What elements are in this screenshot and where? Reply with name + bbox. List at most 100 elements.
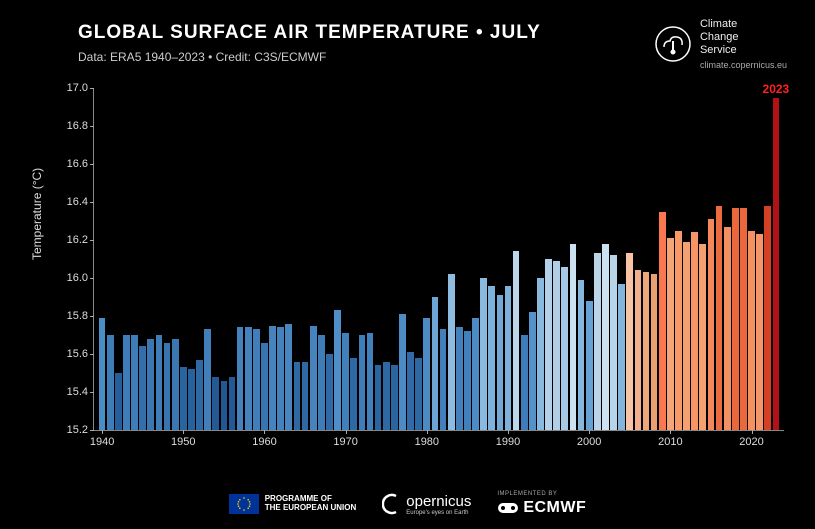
bar [253,329,260,430]
bar [561,267,568,430]
bar [407,352,414,430]
ecmwf-text: ECMWF [523,499,586,517]
y-tick-label: 16.8 [67,120,88,132]
bar [553,261,560,430]
bar [594,253,601,430]
bar [342,333,349,430]
ecmwf-logo-block: IMPLEMENTED BY ECMWF [497,491,586,517]
bar [578,280,585,430]
bar [716,206,723,430]
bar [99,318,106,430]
bar [480,278,487,430]
eu-text-line2: THE EUROPEAN UNION [265,504,357,513]
bar [294,362,301,430]
bar [764,206,771,430]
bar [732,208,739,430]
bar [383,362,390,430]
x-tick-label: 1980 [415,436,439,448]
x-tick-label: 1990 [496,436,520,448]
chart-title: GLOBAL SURFACE AIR TEMPERATURE • JULY [78,22,541,44]
climate-change-service-logo: Climate Change Service climate.copernicu… [654,18,787,70]
y-tick-label: 16.4 [67,196,88,208]
y-axis-label: Temperature (°C) [30,168,44,260]
bar [618,284,625,430]
bar [229,377,236,430]
bar [472,318,479,430]
copernicus-name: opernicus [406,493,471,510]
bars-container: 2023 [94,88,784,430]
bar [415,358,422,430]
bar [464,331,471,430]
bar [188,369,195,430]
copernicus-icon [382,492,400,516]
bar [708,219,715,430]
bar [643,272,650,430]
y-tick-label: 15.2 [67,424,88,436]
bar [586,301,593,430]
bar [432,297,439,430]
bar [699,244,706,430]
ccs-text-line2: Change [700,31,787,44]
chart-subtitle: Data: ERA5 1940–2023 • Credit: C3S/ECMWF [78,50,541,64]
bar [147,339,154,430]
bar [667,238,674,430]
bar [204,329,211,430]
bar [131,335,138,430]
bar [683,242,690,430]
chart-plot-area: 15.215.415.615.816.016.216.416.616.817.0… [94,88,784,430]
implemented-by-label: IMPLEMENTED BY [497,491,557,497]
bar [448,274,455,430]
bar [626,253,633,430]
bar [529,312,536,430]
copernicus-logo-block: opernicus Europe's eyes on Earth [382,492,471,516]
x-tick-label: 1950 [171,436,195,448]
bar [172,339,179,430]
eu-flag-icon [229,494,259,514]
ccs-text-line1: Climate [700,18,787,31]
x-tick-label: 1970 [333,436,357,448]
bar [196,360,203,430]
footer-logos: PROGRAMME OF THE EUROPEAN UNION opernicu… [0,491,815,517]
bar [164,343,171,430]
ecmwf-icon [497,500,519,516]
bar [456,327,463,430]
y-tick-label: 17.0 [67,82,88,94]
bar [602,244,609,430]
bar [115,373,122,430]
bar [659,212,666,431]
y-tick-label: 16.6 [67,158,88,170]
y-tick-label: 16.0 [67,272,88,284]
bar [570,244,577,430]
bar [375,365,382,430]
eu-logo-block: PROGRAMME OF THE EUROPEAN UNION [229,494,357,514]
bar [107,335,114,430]
bar [675,231,682,431]
bar [245,327,252,430]
bar [277,327,284,430]
x-tick-label: 2010 [658,436,682,448]
bar [310,326,317,431]
x-tick-label: 1960 [252,436,276,448]
bar [691,232,698,430]
x-tick-label: 2020 [739,436,763,448]
bar [221,381,228,430]
bar [521,335,528,430]
copernicus-tagline: Europe's eyes on Earth [406,510,471,516]
bar [423,318,430,430]
ccs-url: climate.copernicus.eu [700,60,787,70]
bar [440,329,447,430]
bar [513,251,520,430]
bar [350,358,357,430]
bar [651,274,658,430]
bar [367,333,374,430]
bar [326,354,333,430]
bar [497,295,504,430]
y-tick-label: 15.4 [67,386,88,398]
y-tick-label: 15.8 [67,310,88,322]
bar [545,259,552,430]
y-tick-label: 15.6 [67,348,88,360]
bar [285,324,292,430]
bar [237,327,244,430]
y-tick-label: 16.2 [67,234,88,246]
bar [180,367,187,430]
